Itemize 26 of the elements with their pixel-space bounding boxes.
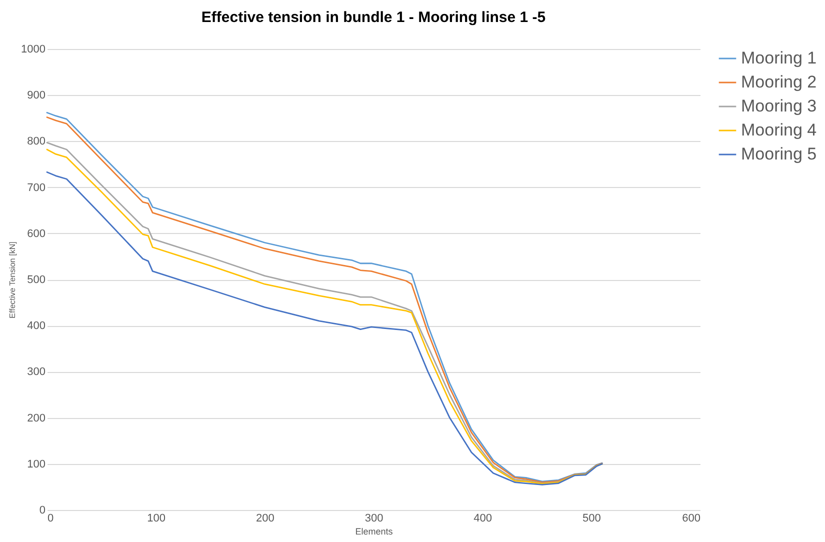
y-tick-label: 900 [27, 90, 46, 102]
x-axis-title: Elements [355, 526, 394, 536]
x-tick-label: 0 [48, 512, 54, 524]
chart-title: Effective tension in bundle 1 - Mooring linse 1 -5 [201, 9, 546, 26]
legend-label: Mooring 5 [741, 144, 817, 164]
x-tick-label: 100 [147, 512, 166, 524]
x-tick-label: 600 [682, 512, 700, 524]
x-tick-label: 300 [364, 512, 384, 524]
legend-label: Mooring 2 [741, 72, 817, 92]
x-tick-label: 200 [256, 512, 274, 524]
y-tick-label: 300 [27, 366, 46, 378]
y-tick-label: 100 [27, 458, 46, 470]
x-tick-label: 500 [582, 512, 601, 524]
y-tick-label: 700 [27, 182, 46, 194]
y-tick-label: 600 [27, 228, 46, 240]
legend-label: Mooring 4 [741, 120, 817, 140]
y-tick-label: 0 [39, 504, 46, 516]
x-tick-label: 400 [474, 512, 492, 524]
y-tick-label: 200 [27, 412, 46, 424]
y-tick-label: 800 [27, 136, 46, 148]
legend-label: Mooring 1 [741, 48, 817, 68]
legend-label: Mooring 3 [741, 96, 817, 116]
y-tick-label: 1000 [21, 44, 46, 56]
y-axis-title: Effective Tension [kN] [8, 242, 18, 318]
y-tick-label: 400 [27, 320, 46, 332]
y-tick-label: 500 [27, 274, 46, 286]
